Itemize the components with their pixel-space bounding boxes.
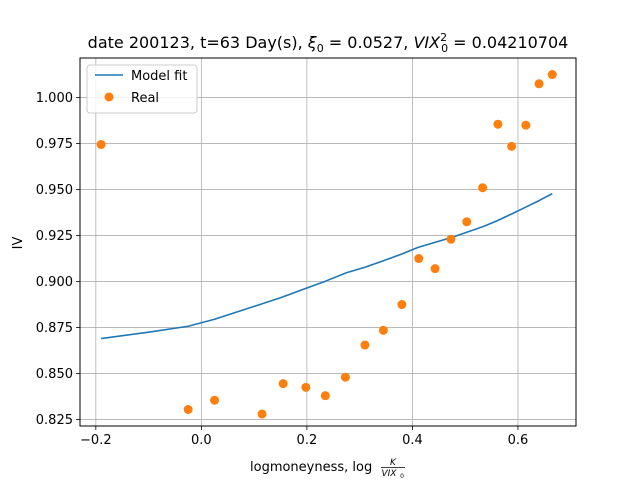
- real-data-point: [507, 141, 517, 151]
- y-tick-label: 0.850: [36, 367, 73, 382]
- x-axis-label-frac-den: VIX: [382, 469, 398, 479]
- real-data-point: [210, 395, 220, 405]
- legend-box: [86, 64, 198, 114]
- y-tick-label: 0.900: [36, 275, 73, 290]
- y-tick-label: 0.825: [36, 413, 73, 428]
- series-layer: [96, 70, 557, 419]
- real-data-point: [257, 409, 267, 419]
- y-axis-label: IV: [11, 237, 26, 250]
- chart-title-vix-sup: 2: [440, 31, 447, 44]
- real-data-point: [360, 340, 370, 350]
- real-data-point: [183, 404, 193, 414]
- y-tick-label: 0.875: [36, 321, 73, 336]
- x-tick-label: 0.4: [402, 433, 423, 448]
- y-tick-label: 1.000: [36, 91, 73, 106]
- plot-area: −0.2 0.0 0.2 0.4 0.6 0.825 0.850 0.875 0.900 0.92…: [36, 57, 577, 448]
- chart-title-vix-sub: 0: [441, 42, 448, 55]
- real-data-point: [547, 70, 557, 80]
- real-data-point: [397, 300, 407, 310]
- real-data-point: [478, 183, 488, 193]
- axes-frame: [79, 57, 577, 427]
- tick-layer: −0.2 0.0 0.2 0.4 0.6 0.825 0.850 0.875 0.900 0.92…: [36, 91, 529, 448]
- grid-lines: [80, 58, 576, 426]
- chart-title-xi-sub: 0: [317, 42, 324, 55]
- real-data-point: [534, 79, 544, 89]
- real-data-point: [414, 254, 424, 264]
- legend: Model fit Real: [86, 64, 198, 114]
- chart-title-vix-symbol: VIX: [413, 33, 441, 52]
- chart-title-prefix: date 200123, t=63 Day(s),: [88, 33, 308, 52]
- legend-real-label: Real: [131, 91, 159, 106]
- chart-title-xi-symbol: ξ: [307, 33, 318, 52]
- x-tick-label: 0.0: [191, 433, 212, 448]
- real-data-point: [521, 120, 531, 130]
- legend-real-swatch: [104, 92, 114, 102]
- real-data-point: [378, 325, 388, 335]
- y-tick-label: 0.925: [36, 229, 73, 244]
- real-data-point: [96, 139, 106, 149]
- x-axis-label-frac-num: K: [390, 458, 397, 468]
- real-data-point: [301, 382, 311, 392]
- real-data-point: [340, 372, 350, 382]
- legend-model-fit-label: Model fit: [131, 69, 187, 84]
- x-axis-label-prefix: logmoneyness, log: [250, 460, 372, 475]
- x-axis-label-frac-den-sub: 0: [400, 473, 404, 480]
- x-tick-label: 0.6: [508, 433, 529, 448]
- x-tick-label: 0.2: [297, 433, 318, 448]
- x-axis-label: logmoneyness, log: [250, 460, 372, 475]
- chart-title-xi-value: = 0.0527,: [324, 33, 414, 52]
- y-tick-label: 0.950: [36, 183, 73, 198]
- real-data-point: [446, 234, 456, 244]
- real-data-point: [462, 217, 472, 227]
- real-data-point: [278, 379, 288, 389]
- chart-title: date 200123, t=63 Day(s), ξ0 = 0.0527, V…: [88, 31, 569, 55]
- model-fit-line: [101, 192, 553, 340]
- real-data-point: [430, 264, 440, 274]
- x-tick-label: −0.2: [80, 433, 112, 448]
- real-data-point: [493, 119, 503, 129]
- chart-title-vix-value: = 0.04210704: [448, 33, 568, 52]
- real-data-point: [320, 391, 330, 401]
- y-tick-label: 0.975: [36, 137, 73, 152]
